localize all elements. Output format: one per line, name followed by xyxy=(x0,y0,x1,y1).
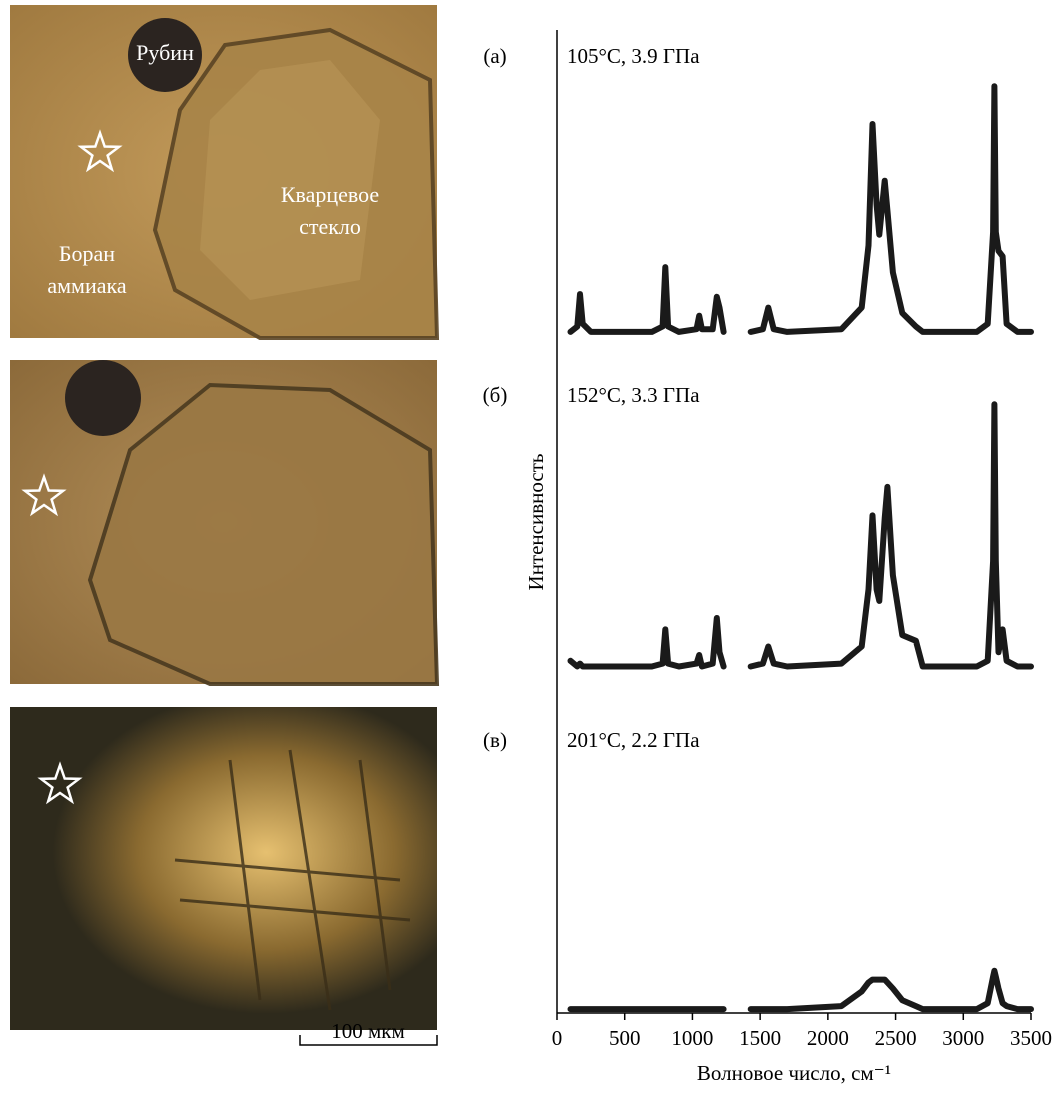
y-axis-label: Интенсивность xyxy=(524,454,548,591)
x-tick-label: 500 xyxy=(609,1026,641,1050)
x-tick-label: 3000 xyxy=(942,1026,984,1050)
quartz-label: стекло xyxy=(299,214,361,239)
x-axis-label: Волновое число, см⁻¹ xyxy=(697,1061,891,1085)
ruby-label: Рубин xyxy=(136,40,194,65)
x-tick-label: 2500 xyxy=(875,1026,917,1050)
borane-label: Боран xyxy=(59,241,115,266)
x-tick-label: 1500 xyxy=(739,1026,781,1050)
panel-label: (б) xyxy=(483,383,508,407)
borane-label: аммиака xyxy=(47,273,127,298)
condition-label: 201°C, 2.2 ГПа xyxy=(567,728,700,752)
condition-label: 152°C, 3.3 ГПа xyxy=(567,383,700,407)
quartz-label: Кварцевое xyxy=(281,182,379,207)
condition-label: 105°C, 3.9 ГПа xyxy=(567,44,700,68)
spectrum-line xyxy=(571,404,1032,666)
x-tick-label: 1000 xyxy=(671,1026,713,1050)
spectrum-line xyxy=(571,86,1032,332)
spectrum-line xyxy=(571,971,1032,1009)
page: {"images": {"ruby": "Рубин", "quartz": [… xyxy=(0,0,1056,1093)
photo-a: Рубин Кварцевое стекло Боран аммиака xyxy=(10,5,437,338)
photo-b xyxy=(10,360,437,684)
scale-bar-label: 100 мкм xyxy=(331,1019,405,1043)
photo-c xyxy=(10,707,437,1030)
x-tick-label: 3500 xyxy=(1010,1026,1052,1050)
x-tick-label: 0 xyxy=(552,1026,563,1050)
panel-label: (в) xyxy=(483,728,507,752)
panel-label: (а) xyxy=(483,44,506,68)
x-tick-label: 2000 xyxy=(807,1026,849,1050)
figure: Рубин Кварцевое стекло Боран аммиака 100… xyxy=(0,0,1056,1093)
